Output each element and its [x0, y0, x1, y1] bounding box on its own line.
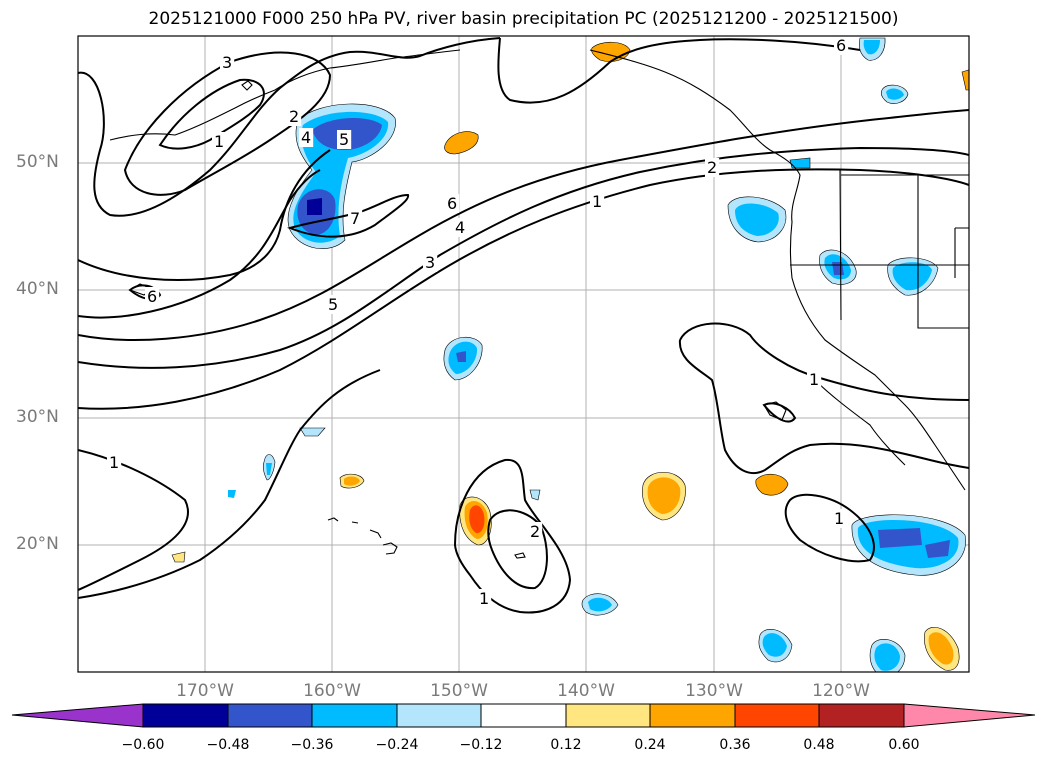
colorbar: [11, 703, 1036, 728]
contour-labels: 3 2 1 4 5 7 6 6 4 3 5 2 1 6 1 1 2 1 1: [107, 36, 849, 608]
lat-label: 20°N: [16, 534, 59, 554]
lat-label: 50°N: [16, 152, 59, 172]
contour-label-halo: [287, 107, 302, 126]
contour-label: 2: [289, 107, 299, 126]
lat-label: 30°N: [16, 407, 59, 427]
contour-label-halo: [834, 36, 849, 55]
lon-label: 170°W: [176, 681, 234, 701]
contour-label-halo: [453, 218, 468, 237]
colorbar-tick-label: 0.60: [888, 737, 920, 753]
contour-label-halo: [528, 522, 543, 541]
contour-label: 1: [834, 509, 844, 528]
colorbar-extend-high: [903, 703, 1036, 728]
contour-label: 4: [455, 218, 465, 237]
contour-label-halo: [299, 128, 314, 147]
colorbar-bin: [142, 703, 229, 728]
contour-label-halo: [337, 130, 352, 149]
contour-label: 2: [707, 158, 717, 177]
colorbar-extend-low: [11, 703, 144, 728]
contour-label: 1: [809, 370, 819, 389]
contour-label: 3: [222, 53, 232, 72]
colorbar-tick-label: −0.12: [459, 737, 503, 753]
map-title: 2025121000 F000 250 hPa PV, river basin …: [148, 9, 899, 29]
colorbar-tick-label: −0.24: [375, 737, 419, 753]
contour-label-halo: [220, 53, 235, 72]
contour-label: 5: [339, 130, 349, 149]
lat-label: 40°N: [16, 279, 59, 299]
precip-shading: [171, 37, 969, 672]
contour-label: 3: [425, 253, 435, 272]
colorbar-bin: [565, 703, 651, 728]
contour-label-halo: [807, 370, 822, 389]
contour-label-halo: [145, 287, 160, 306]
contour-label: 5: [328, 295, 338, 314]
contour-label-halo: [832, 509, 847, 528]
colorbar-bin: [227, 703, 313, 728]
contour-label-halo: [326, 295, 341, 314]
contour-label-halo: [445, 194, 460, 213]
gridlines: [78, 36, 969, 672]
contour-label: 1: [592, 192, 602, 211]
colorbar-tick-label: −0.60: [121, 737, 165, 753]
colorbar-tick-label: 0.48: [803, 737, 835, 753]
contour-label: 6: [147, 287, 157, 306]
contour-label: 1: [109, 453, 119, 472]
lon-label: 140°W: [557, 681, 615, 701]
contour-label-halo: [477, 589, 492, 608]
colorbar-tick-label: −0.48: [206, 737, 250, 753]
lon-label: 120°W: [812, 681, 870, 701]
lon-label: 150°W: [430, 681, 488, 701]
coastlines: [109, 49, 969, 559]
colorbar-bin: [734, 703, 820, 728]
contour-label: 1: [214, 132, 224, 151]
colorbar-tick-label: −0.36: [290, 737, 334, 753]
contour-label-halo: [590, 192, 605, 211]
colorbar-tick-label: 0.36: [719, 737, 751, 753]
colorbar-bin: [396, 703, 482, 728]
contour-label-halo: [348, 209, 363, 228]
contour-label: 6: [447, 194, 457, 213]
colorbar-bin: [818, 703, 905, 728]
contour-label: 1: [479, 589, 489, 608]
contour-label: 2: [530, 522, 540, 541]
colorbar-bin: [311, 703, 398, 728]
colorbar-tick-label: 0.12: [550, 737, 582, 753]
pv-contours: [78, 37, 969, 614]
contour-label: 4: [301, 128, 311, 147]
lon-label: 160°W: [303, 681, 361, 701]
contour-label: 7: [350, 209, 360, 228]
colorbar-bin: [649, 703, 736, 728]
contour-label: 6: [836, 36, 846, 55]
colorbar-tick-label: 0.24: [634, 737, 666, 753]
lon-label: 130°W: [685, 681, 743, 701]
colorbar-bin: [480, 703, 567, 728]
map-frame: [77, 35, 970, 673]
contour-label-halo: [212, 132, 227, 151]
contour-label-halo: [423, 253, 438, 272]
contour-label-halo: [705, 158, 720, 177]
contour-label-halo: [107, 453, 122, 472]
